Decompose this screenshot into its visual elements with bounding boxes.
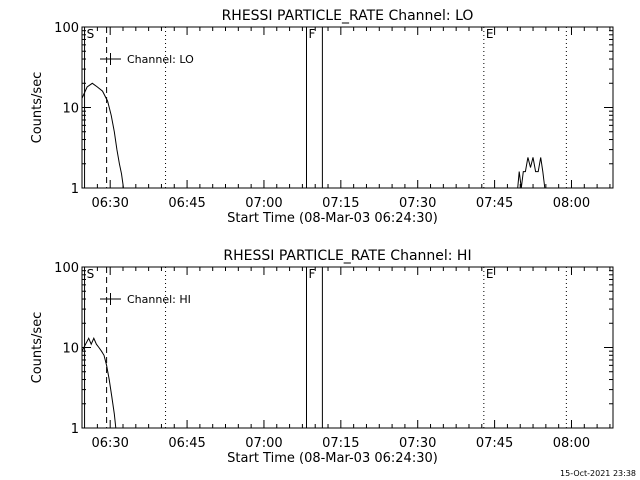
x-tick-label: 07:15 <box>322 196 359 211</box>
event-marker-label: S <box>87 27 95 41</box>
x-axis-label: Start Time (08-Mar-03 06:24:30) <box>227 211 438 226</box>
legend-label: Channel: LO <box>127 53 194 66</box>
plot-frame <box>81 266 614 429</box>
x-tick-label: 06:45 <box>168 196 205 211</box>
x-tick-label: 07:00 <box>245 436 282 451</box>
panel-lo: RHESSI PARTICLE_RATE Channel: LO 1 10 100 06… <box>30 8 614 226</box>
data-line <box>517 157 546 189</box>
y-tick-label: 10 <box>62 342 79 357</box>
x-tick-label: 07:45 <box>476 436 513 451</box>
event-marker-label: F <box>308 267 315 281</box>
x-tick-label: 06:30 <box>91 436 128 451</box>
footer-timestamp: 15-Oct-2021 23:38 <box>560 469 636 478</box>
plot-frame <box>81 26 614 189</box>
x-tick-label: 07:30 <box>399 196 436 211</box>
chart-title: RHESSI PARTICLE_RATE Channel: LO <box>222 8 474 24</box>
event-marker-label: E <box>486 27 494 41</box>
y-tick-label: 1 <box>71 422 79 437</box>
x-axis-label: Start Time (08-Mar-03 06:24:30) <box>227 451 438 466</box>
x-tick-label: 07:45 <box>476 196 513 211</box>
x-tick-label: 06:30 <box>91 196 128 211</box>
x-tick-label: 08:00 <box>553 436 590 451</box>
y-tick-label: 100 <box>54 21 79 36</box>
panel-hi: RHESSI PARTICLE_RATE Channel: HI 1 10 100 06… <box>30 248 614 466</box>
x-tick-label: 07:00 <box>245 196 282 211</box>
legend-label: Channel: HI <box>127 293 191 306</box>
event-marker-label: E <box>486 267 494 281</box>
y-tick-label: 10 <box>62 102 79 117</box>
x-tick-label: 07:30 <box>399 436 436 451</box>
data-line <box>81 337 117 429</box>
y-axis-label: Counts/sec <box>30 312 45 384</box>
chart-title: RHESSI PARTICLE_RATE Channel: HI <box>223 248 471 264</box>
x-tick-label: 06:45 <box>168 436 205 451</box>
event-marker-label: S <box>87 267 95 281</box>
x-tick-label: 07:15 <box>322 436 359 451</box>
y-axis-label: Counts/sec <box>30 72 45 144</box>
event-marker-label: F <box>308 27 315 41</box>
y-tick-label: 1 <box>71 182 79 197</box>
y-tick-label: 100 <box>54 261 79 276</box>
data-line <box>81 82 124 189</box>
x-tick-label: 08:00 <box>553 196 590 211</box>
